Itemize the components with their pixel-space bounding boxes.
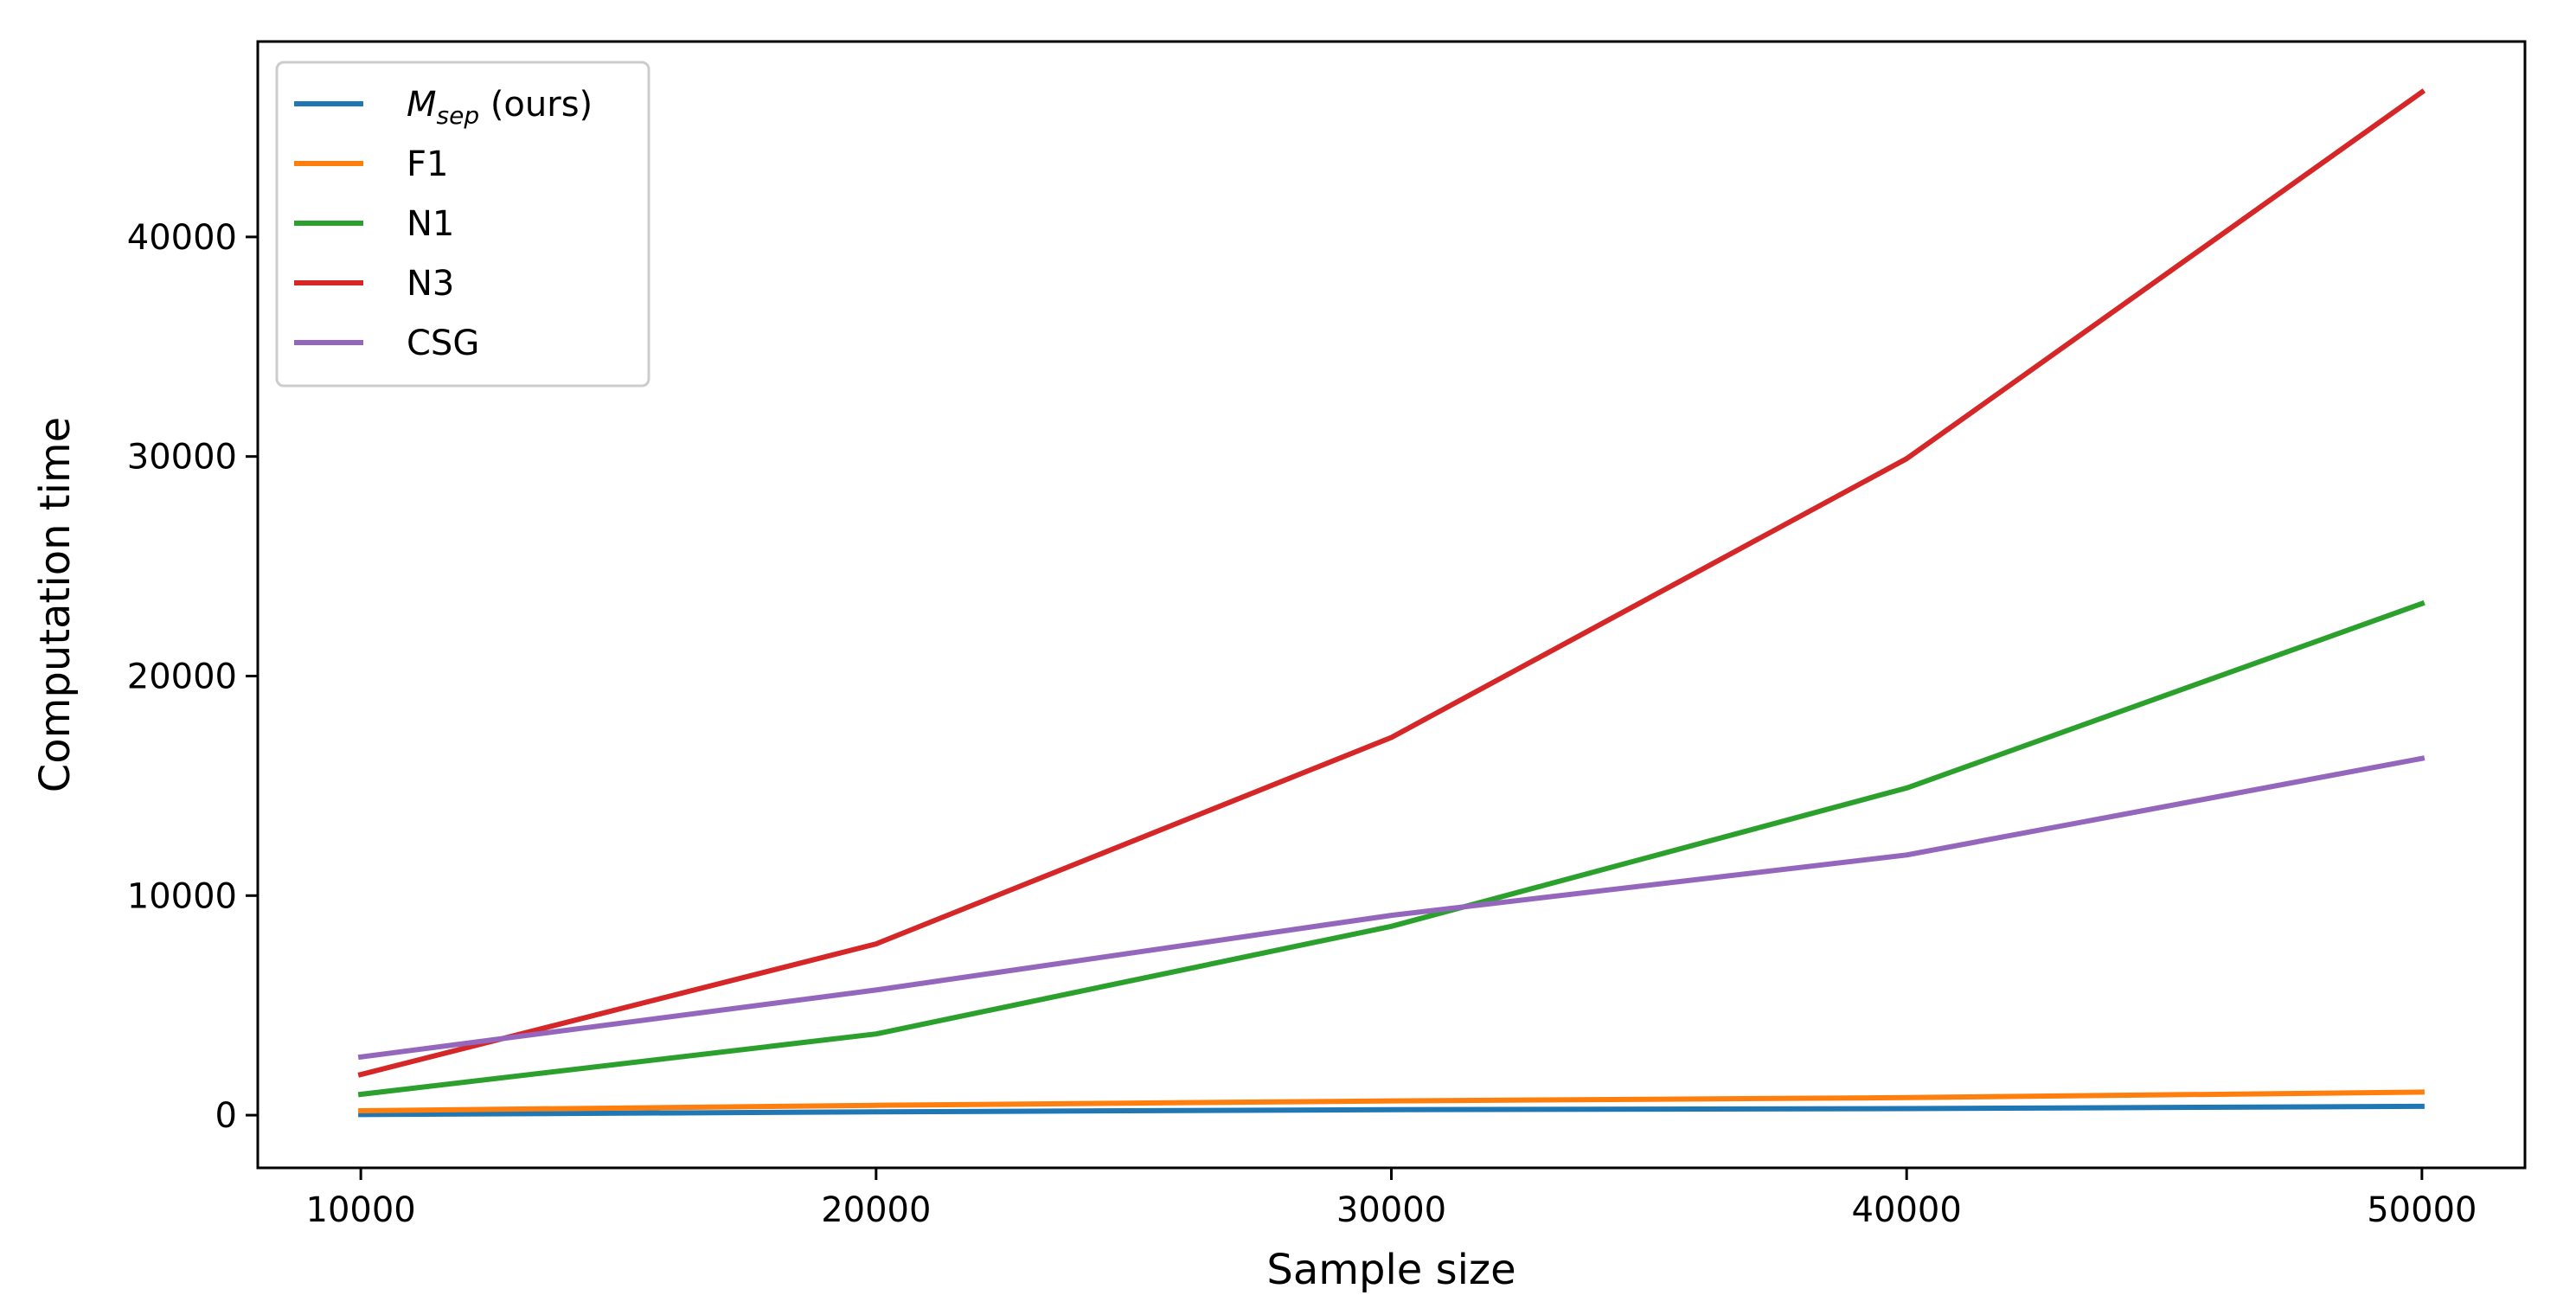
series-line-n3 xyxy=(357,88,2426,1078)
x-tick-label: 30000 xyxy=(1336,1190,1446,1230)
legend-label: F1 xyxy=(407,144,448,184)
x-tick-label: 50000 xyxy=(2367,1190,2477,1230)
y-tick-label: 40000 xyxy=(127,218,237,258)
legend: Msep (ours) F1 N1 N3 CSG xyxy=(275,61,650,388)
x-axis-label: Sample size xyxy=(1266,1246,1515,1294)
x-tick-label: 40000 xyxy=(1852,1190,1962,1230)
series-lines xyxy=(357,88,2426,1118)
y-tick-label: 10000 xyxy=(127,876,237,916)
y-axis-label: Computation time xyxy=(31,417,80,792)
x-tick-label: 20000 xyxy=(821,1190,931,1230)
x-axis-ticks: 10000 20000 30000 40000 50000 xyxy=(306,1168,2477,1230)
series-line-f1 xyxy=(358,1089,2425,1114)
legend-label: Msep (ours) xyxy=(407,85,593,130)
legend-frame xyxy=(275,61,650,388)
y-tick-label: 20000 xyxy=(127,657,237,696)
x-tick-label: 10000 xyxy=(306,1190,416,1230)
y-tick-label: 0 xyxy=(215,1096,237,1136)
y-axis-ticks: 0 10000 20000 30000 40000 xyxy=(127,218,258,1136)
series-line-csg xyxy=(357,755,2425,1061)
legend-label: N1 xyxy=(407,204,454,244)
plot-frame xyxy=(256,40,2527,1170)
y-tick-label: 30000 xyxy=(127,438,237,478)
legend-label: N3 xyxy=(407,264,454,304)
series-line-n1 xyxy=(357,600,2425,1098)
legend-label: CSG xyxy=(407,324,479,363)
series-line-m xyxy=(358,1103,2425,1118)
